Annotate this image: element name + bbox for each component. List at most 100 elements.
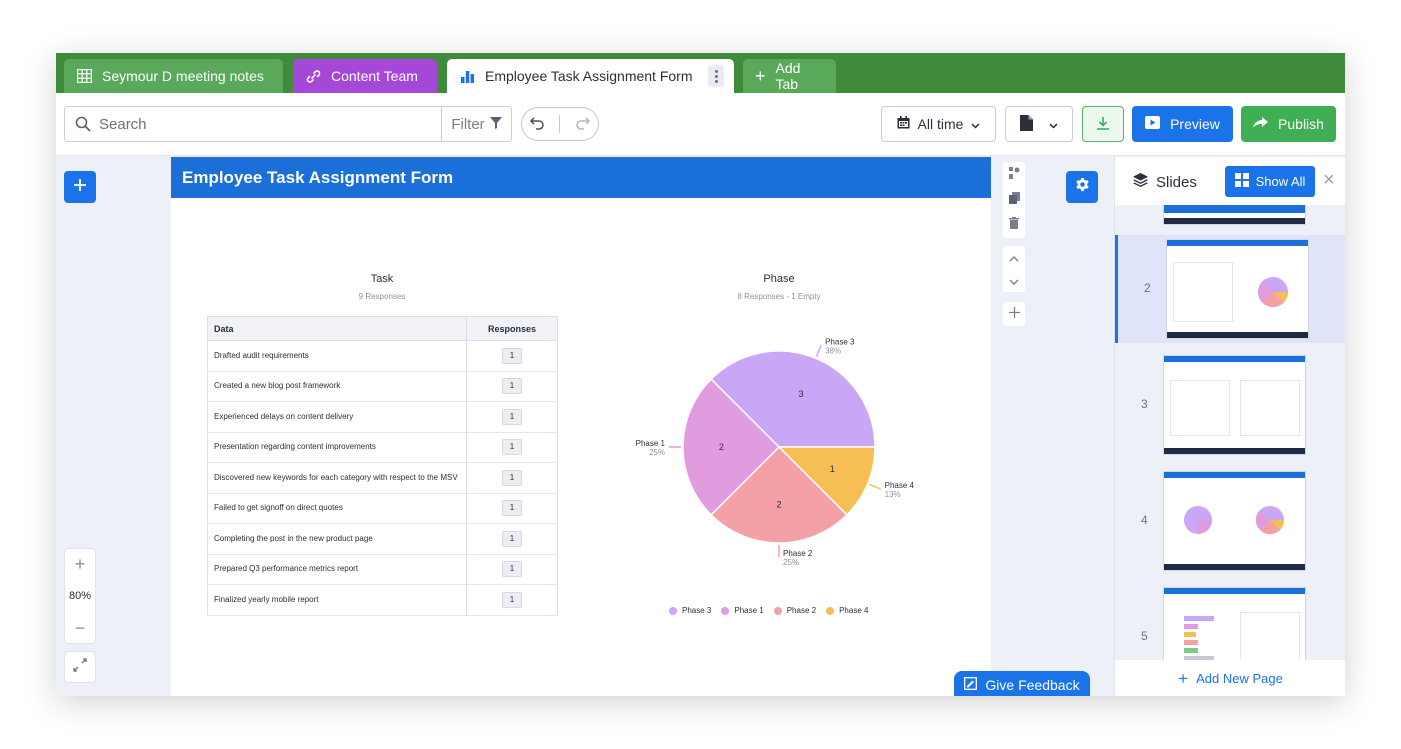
undo-redo-group <box>521 107 599 141</box>
filter-button[interactable]: Filter <box>441 107 511 141</box>
plus-icon: + <box>755 66 766 86</box>
slide-thumbnail-row[interactable]: 4 <box>1115 467 1345 575</box>
pie-slice-phase-4[interactable] <box>777 446 876 516</box>
download-button[interactable] <box>1082 106 1124 142</box>
slice-percent-label: 38% <box>825 346 841 355</box>
legend-swatch <box>773 606 782 615</box>
responses-cell: 1 <box>466 493 558 524</box>
table-row: Completing the post in the new product p… <box>207 523 558 555</box>
slice-percent-label: 25% <box>649 448 665 457</box>
slice-value-label: 1 <box>830 464 835 474</box>
table-row: Presentation regarding content improveme… <box>207 432 558 463</box>
zoom-out-button[interactable]: − <box>74 618 86 638</box>
legend-label: Phase 1 <box>734 606 764 615</box>
tab-employee-task-form[interactable]: Employee Task Assignment Form <box>447 59 734 93</box>
task-cell: Experienced delays on content delivery <box>207 401 467 433</box>
document-format-dropdown[interactable] <box>1005 106 1073 142</box>
legend-item[interactable]: Phase 1 <box>721 606 764 615</box>
response-count-badge: 1 <box>502 439 522 456</box>
add-tab-button[interactable]: + Add Tab <box>743 59 836 93</box>
search-input[interactable]: Search <box>99 115 147 133</box>
legend-item[interactable]: Phase 2 <box>773 606 816 615</box>
slice-value-label: 3 <box>799 389 804 399</box>
slides-label: Slides <box>1156 173 1197 191</box>
show-all-button[interactable]: Show All <box>1225 166 1315 197</box>
add-page-label: Add New Page <box>1196 670 1283 686</box>
table-row: Finalized yearly mobile report 1 <box>207 584 558 616</box>
download-icon <box>1096 116 1110 133</box>
close-icon[interactable]: × <box>1323 169 1335 191</box>
responses-cell: 1 <box>466 523 558 555</box>
date-filter-label: All time <box>917 116 964 132</box>
plus-icon <box>73 178 87 197</box>
zoom-control: + 80% − <box>64 548 96 644</box>
pie-slice-phase-2[interactable] <box>710 445 848 544</box>
add-element-button[interactable] <box>64 171 96 203</box>
legend-label: Phase 4 <box>839 606 869 615</box>
copy-icon[interactable] <box>1008 191 1020 209</box>
response-count-badge: 1 <box>502 591 522 608</box>
legend-label: Phase 3 <box>682 606 712 615</box>
slide-thumbnail-row[interactable]: 2 <box>1115 235 1345 343</box>
preview-label: Preview <box>1170 116 1220 132</box>
trash-icon[interactable] <box>1009 216 1019 234</box>
slice-value-label: 2 <box>719 442 724 452</box>
slide-thumbnail-partial[interactable] <box>1163 205 1306 225</box>
slide-canvas: Employee Task Assignment Form Task 9 Res… <box>171 157 991 696</box>
slice-value-label: 2 <box>776 500 781 510</box>
document-icon <box>1020 114 1033 134</box>
slide-number: 3 <box>1141 397 1148 411</box>
slide-number: 2 <box>1144 281 1151 295</box>
settings-button[interactable] <box>1066 171 1098 203</box>
task-cell: Created a new blog post framework <box>207 371 467 402</box>
grid-icon <box>1234 173 1249 190</box>
pie-slice-phase-3[interactable] <box>710 350 876 448</box>
slice-leader-line <box>815 345 822 357</box>
slide-thumbnail-row[interactable]: 5 <box>1115 583 1345 660</box>
task-cell: Failed to get signoff on direct quotes <box>207 493 467 524</box>
give-feedback-button[interactable]: Give Feedback <box>954 671 1090 696</box>
slide-number: 4 <box>1141 513 1148 527</box>
zoom-level: 80% <box>68 590 92 602</box>
tab-menu-icon[interactable] <box>708 65 724 87</box>
filter-label: Filter <box>451 115 485 133</box>
chart-legend: Phase 3 Phase 1 Phase 2 Phase 4 <box>669 606 868 615</box>
preview-button[interactable]: Preview <box>1132 106 1233 142</box>
pie-slice-phase-1[interactable] <box>682 378 781 516</box>
chevron-down-icon <box>1049 116 1058 132</box>
tab-label: Content Team <box>331 68 418 84</box>
slide-number: 5 <box>1141 629 1148 643</box>
undo-icon[interactable] <box>529 114 545 135</box>
slide-thumbnail-list[interactable]: 2 3 <box>1115 205 1345 660</box>
search-icon <box>75 116 91 132</box>
chart-subtitle: 8 Responses - 1 Empty <box>737 292 821 301</box>
response-count-badge: 1 <box>502 530 522 547</box>
legend-item[interactable]: Phase 3 <box>669 606 711 615</box>
redo-icon[interactable] <box>575 114 591 135</box>
chevron-up-icon[interactable] <box>1009 249 1019 267</box>
calendar-icon <box>897 116 910 132</box>
legend-swatch <box>826 606 835 615</box>
bar-chart-icon <box>459 68 475 84</box>
legend-item[interactable]: Phase 4 <box>826 606 868 615</box>
slice-name-label: Phase 1 <box>636 439 666 448</box>
slide-thumbnail-row[interactable]: 3 <box>1115 351 1345 459</box>
plus-icon: + <box>1178 668 1189 688</box>
tab-content-team[interactable]: Content Team <box>293 59 437 93</box>
feedback-icon <box>964 677 978 693</box>
date-filter-dropdown[interactable]: All time <box>881 106 996 142</box>
style-icon[interactable] <box>1008 166 1020 184</box>
add-below-tool[interactable] <box>1003 302 1025 326</box>
slice-name-label: Phase 4 <box>885 481 915 490</box>
chevron-down-icon[interactable] <box>1009 272 1019 290</box>
slide-thumbnail <box>1163 587 1306 660</box>
tab-seymour-meeting-notes[interactable]: Seymour D meeting notes <box>64 59 283 93</box>
slice-name-label: Phase 2 <box>783 549 813 558</box>
add-new-page-button[interactable]: + Add New Page <box>1115 660 1345 696</box>
plus-icon <box>1008 305 1020 323</box>
fullscreen-button[interactable] <box>64 651 96 683</box>
zoom-in-button[interactable]: + <box>74 554 86 574</box>
publish-button[interactable]: Publish <box>1241 106 1336 142</box>
legend-swatch <box>721 606 730 615</box>
